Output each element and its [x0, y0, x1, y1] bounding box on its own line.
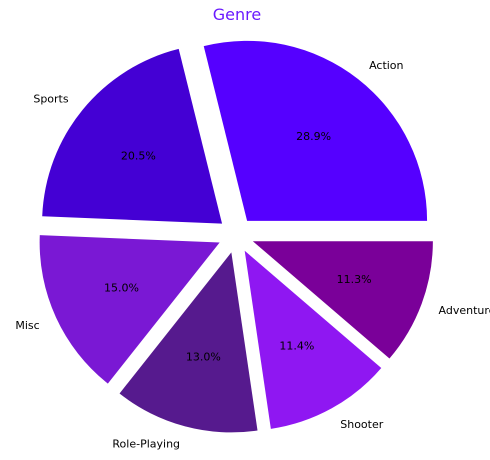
pct-label-misc: 15.0% [104, 282, 139, 295]
category-label-sports: Sports [33, 92, 69, 105]
slice-shooter [244, 250, 382, 429]
category-label-action: Action [369, 59, 403, 72]
slice-action [203, 40, 428, 221]
percentage-labels: 28.9% 20.5% 15.0% 13.0% 11.4% 11.3% [104, 130, 372, 364]
pct-label-sports: 20.5% [121, 149, 156, 162]
category-label-adventure: Adventure [439, 304, 490, 317]
category-label-misc: Misc [15, 319, 39, 332]
pct-label-action: 28.9% [296, 130, 331, 143]
slice-adventure [252, 241, 433, 359]
slice-role-playing [119, 252, 258, 433]
category-label-role-playing: Role-Playing [112, 438, 180, 451]
chart-title: Genre [213, 5, 261, 24]
pie-slices [39, 40, 433, 433]
pct-label-shooter: 11.4% [279, 339, 314, 352]
pct-label-role-playing: 13.0% [186, 351, 221, 364]
category-label-shooter: Shooter [340, 418, 383, 431]
slice-misc [39, 235, 220, 384]
category-labels: Action Sports Misc Role-Playing Shooter Adven… [15, 59, 490, 451]
slice-sports [42, 48, 223, 224]
pct-label-adventure: 11.3% [337, 273, 372, 286]
